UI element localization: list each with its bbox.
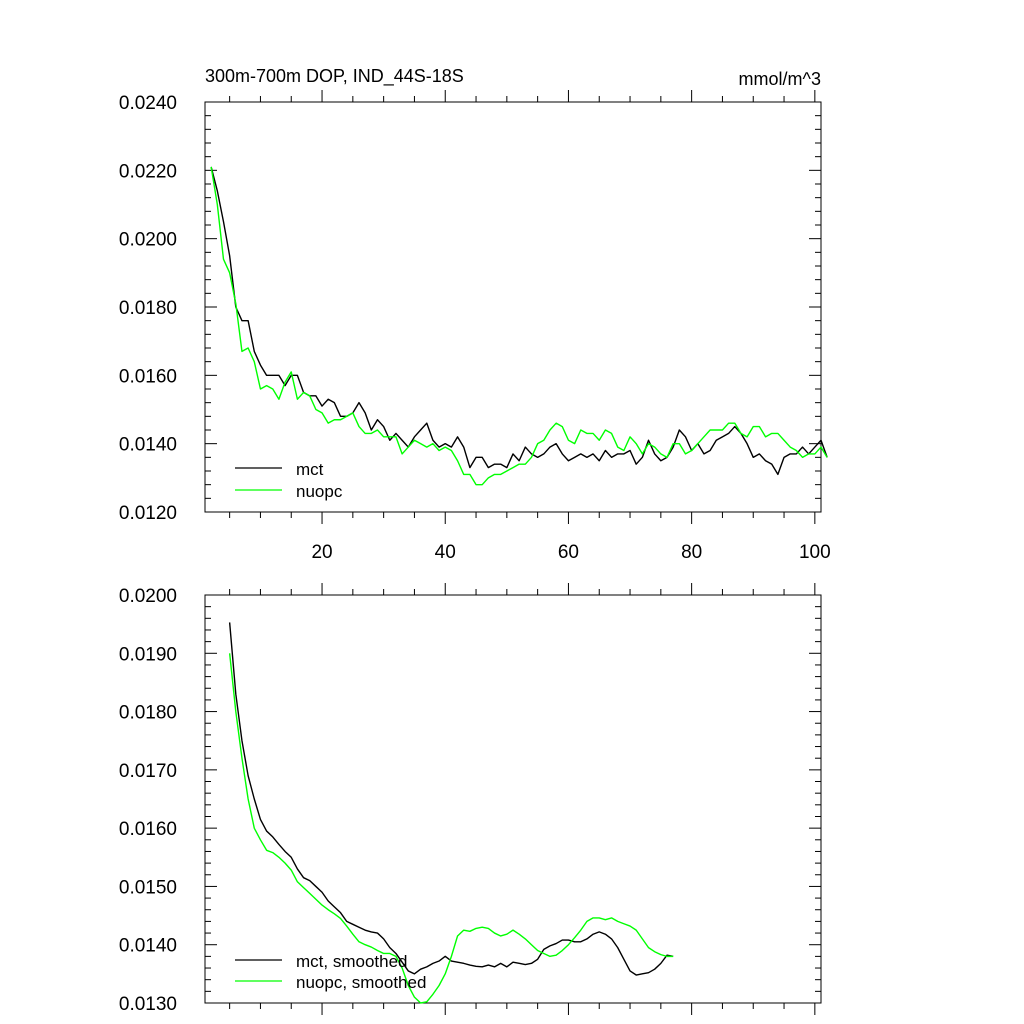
series-line-nuopc-smoothed	[228, 653, 674, 1004]
x-tick-label: 60	[558, 542, 579, 563]
top-units-label: mmol/m^3	[739, 69, 821, 89]
y-tick-label: 0.0180	[119, 703, 177, 724]
legend-label-mct: mct	[296, 460, 324, 479]
top-series-lines	[210, 166, 828, 486]
bottom-plot-frame	[204, 594, 822, 1004]
y-tick-label: 0.0160	[119, 366, 177, 387]
top-y-tick-labels: 0.0120 0.0140 0.0160 0.0180 0.0200 0.0220 0.02…	[119, 93, 177, 524]
top-chart-title: 300m-700m DOP, IND_44S-18S	[205, 66, 464, 87]
bottom-panel: 0.0130 0.0140 0.0150 0.0160 0.0170 0.0180 0.01…	[119, 583, 822, 1015]
bottom-y-tick-labels: 0.0130 0.0140 0.0150 0.0160 0.0170 0.0180 0.01…	[119, 586, 177, 1015]
x-tick-label: 80	[681, 542, 702, 563]
top-legend: mct nuopc	[235, 460, 343, 501]
x-tick-label: 20	[311, 542, 332, 563]
y-tick-label: 0.0120	[119, 503, 177, 524]
y-tick-label: 0.0160	[119, 819, 177, 840]
series-line-mct-smoothed	[228, 622, 674, 976]
series-line-nuopc	[210, 166, 828, 486]
y-tick-label: 0.0240	[119, 93, 177, 114]
x-tick-label: 40	[435, 542, 456, 563]
top-x-tick-labels: 20 40 60 80 100	[311, 542, 830, 563]
y-tick-label: 0.0140	[119, 435, 177, 456]
top-plot-frame	[204, 101, 822, 513]
bottom-tick-marks	[205, 583, 821, 1015]
y-tick-label: 0.0150	[119, 877, 177, 898]
top-panel: 300m-700m DOP, IND_44S-18S mmol/m^3 0.01…	[119, 66, 831, 563]
y-tick-label: 0.0200	[119, 230, 177, 251]
y-tick-label: 0.0130	[119, 994, 177, 1015]
x-tick-label: 100	[799, 542, 831, 563]
bottom-series-lines	[228, 622, 674, 1004]
y-tick-label: 0.0220	[119, 161, 177, 182]
bottom-legend: mct, smoothed nuopc, smoothed	[235, 952, 426, 992]
series-line-mct	[210, 166, 828, 476]
legend-label-nuopc: nuopc	[296, 482, 343, 501]
legend-label-mct-smoothed: mct, smoothed	[296, 952, 408, 971]
y-tick-label: 0.0200	[119, 586, 177, 607]
legend-label-nuopc-smoothed: nuopc, smoothed	[296, 973, 426, 992]
y-tick-label: 0.0190	[119, 644, 177, 665]
y-tick-label: 0.0170	[119, 761, 177, 782]
top-tick-marks	[205, 90, 821, 524]
y-tick-label: 0.0180	[119, 298, 177, 319]
y-tick-label: 0.0140	[119, 936, 177, 957]
